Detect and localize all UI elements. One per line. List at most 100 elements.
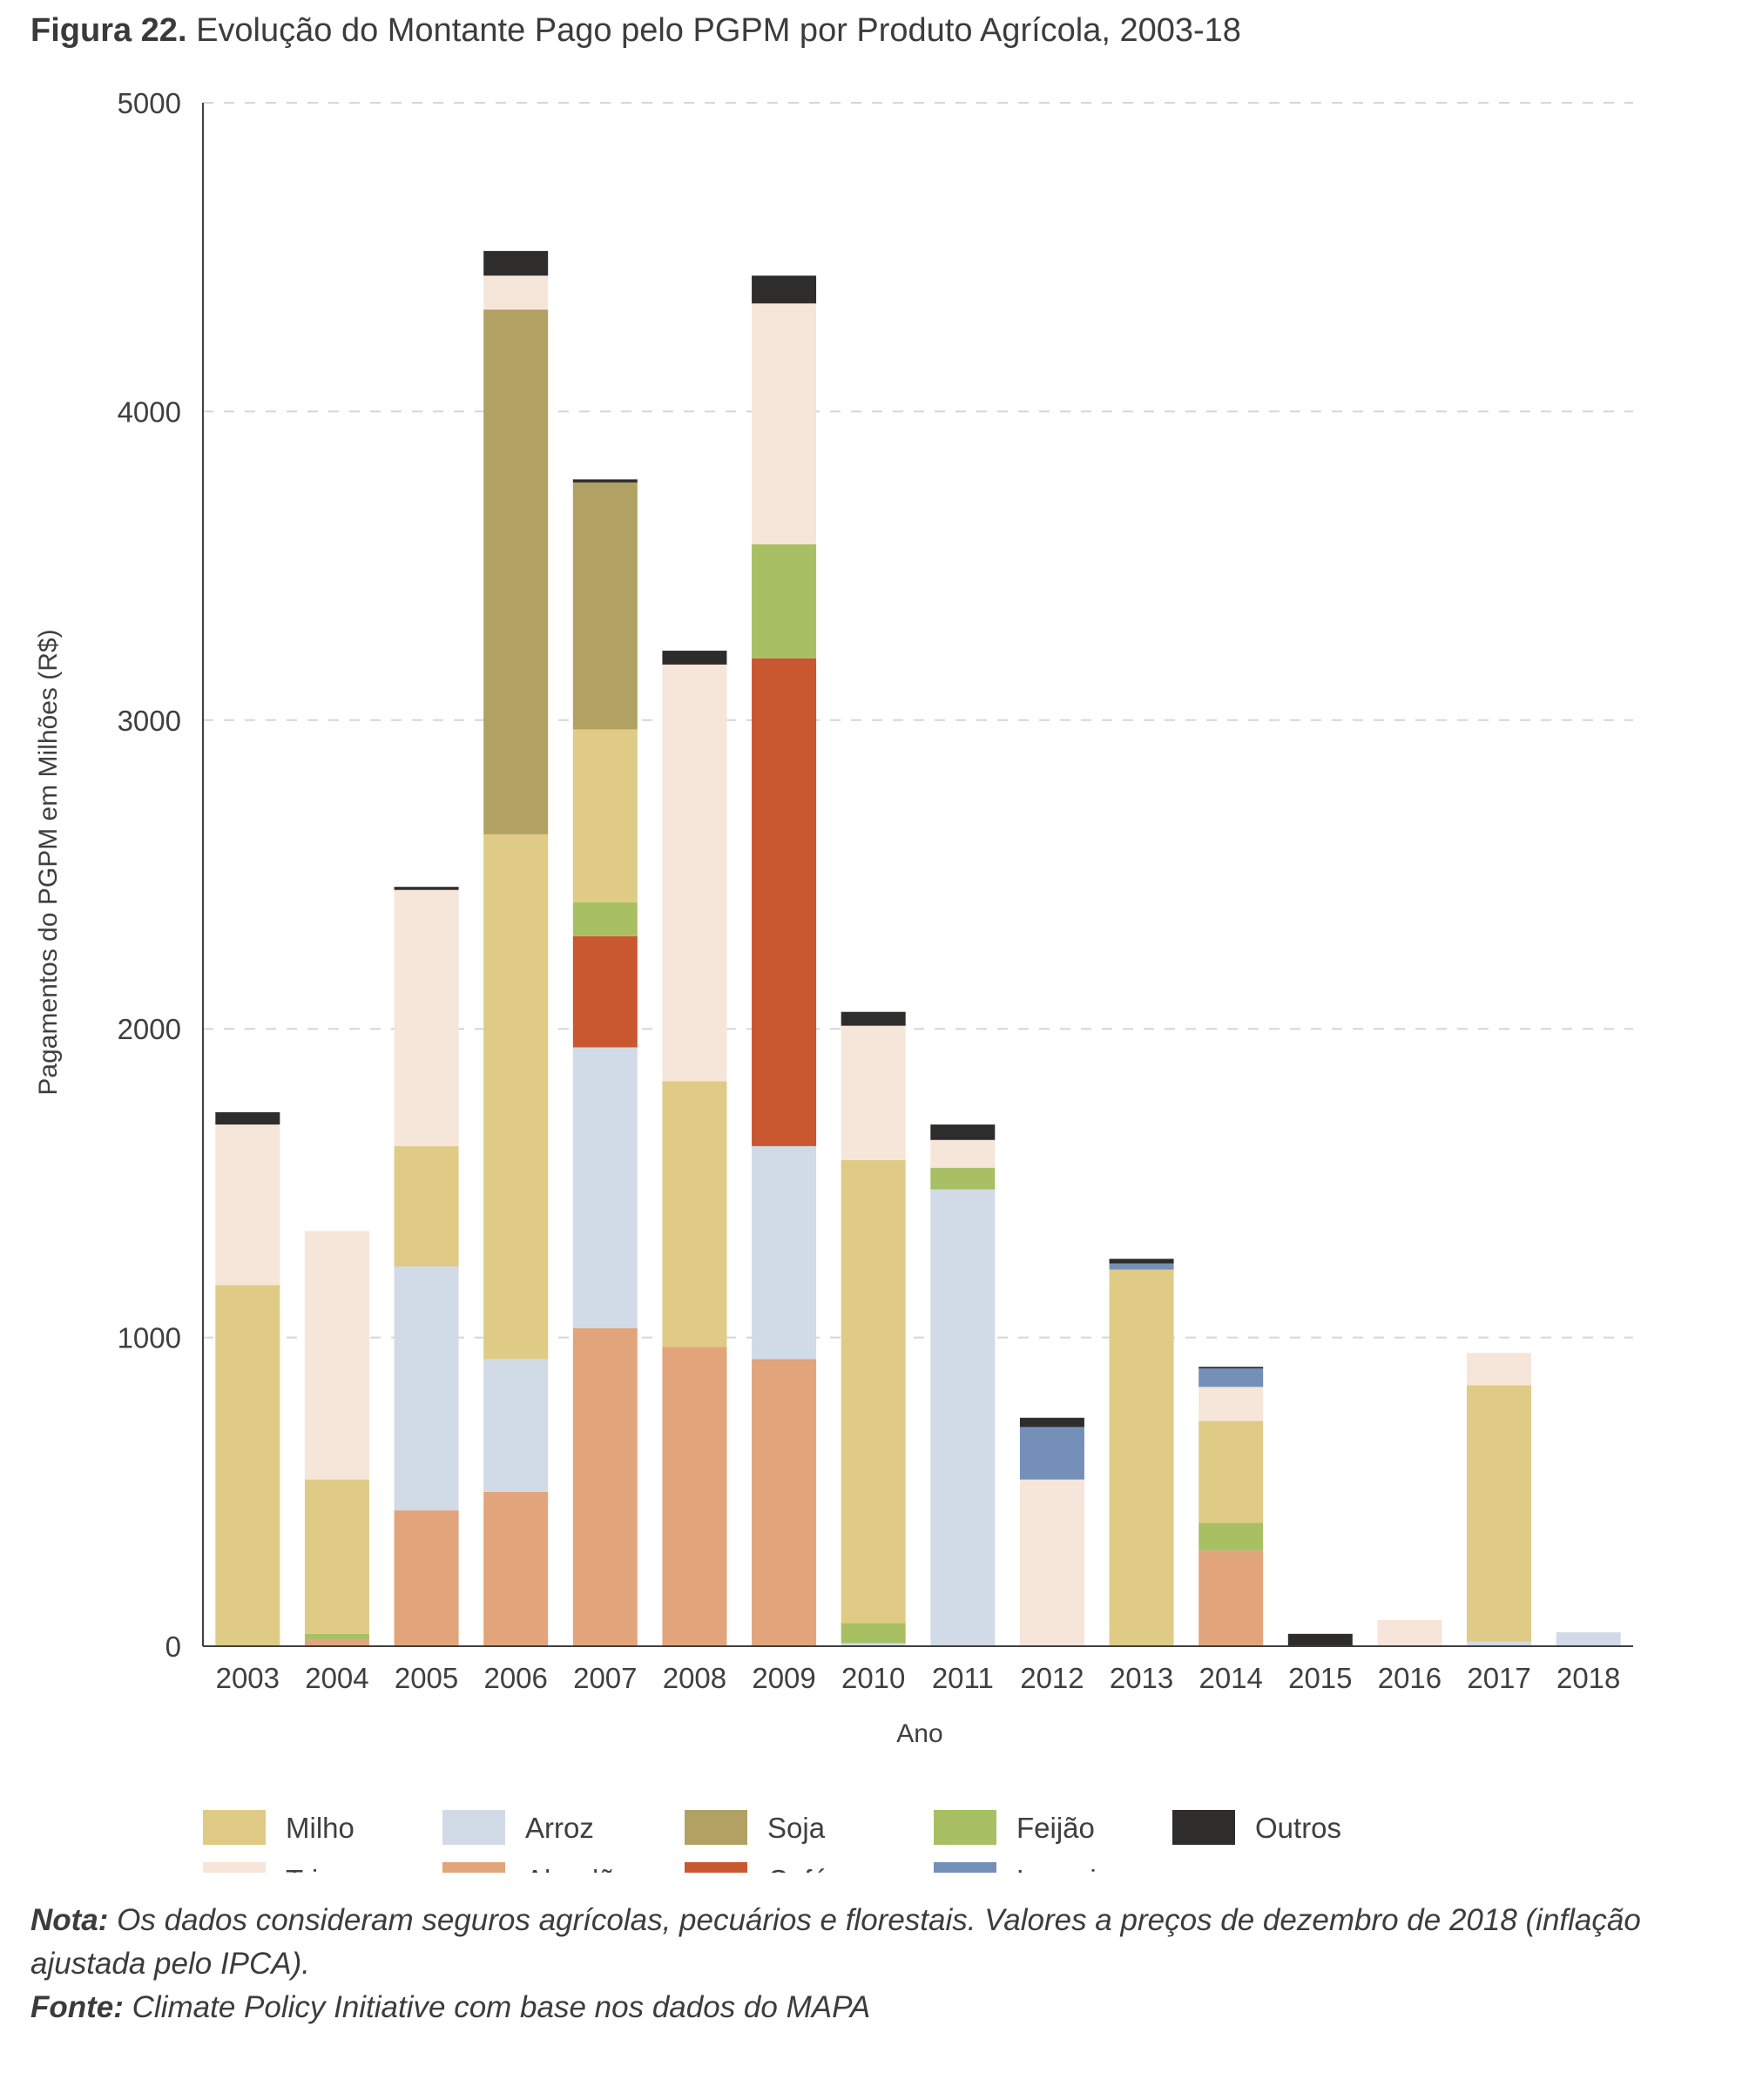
bar-2009-cafe [752, 658, 817, 1146]
x-tick-label-2007: 2007 [573, 1662, 637, 1694]
bar-2003-milho [215, 1285, 280, 1646]
x-tick-label-2015: 2015 [1288, 1662, 1352, 1694]
bar-2011-outros [930, 1124, 996, 1140]
x-tick-label-2014: 2014 [1198, 1662, 1262, 1694]
y-tick-label-4000: 4000 [118, 395, 181, 428]
source-label: Fonte: [30, 1990, 124, 2024]
bar-2014-outros [1198, 1367, 1264, 1369]
x-tick-label-2017: 2017 [1467, 1662, 1530, 1694]
source-text: Climate Policy Initiative com base nos d… [123, 1990, 871, 2024]
bar-2011-trigo [930, 1139, 996, 1168]
bars [215, 251, 1621, 1646]
bar-2018-arroz [1556, 1632, 1621, 1646]
legend-label-arroz: Arroz [525, 1812, 594, 1844]
legend-swatch-milho [203, 1810, 266, 1845]
bar-2003-trigo [215, 1124, 280, 1286]
bar-2010-milho [841, 1159, 906, 1624]
y-tick-label-1000: 1000 [118, 1322, 181, 1354]
legend-swatch-cafe [685, 1862, 747, 1873]
bar-2012-trigo [1019, 1479, 1084, 1646]
figure-label: Figura 22. [30, 12, 187, 49]
legend-swatch-soja [685, 1810, 747, 1845]
legend-label-laranja: Laranja [1016, 1864, 1113, 1873]
bar-2004-milho [304, 1479, 369, 1634]
legend-label-feijao: Feijão [1016, 1812, 1095, 1844]
x-tick-label-2004: 2004 [305, 1662, 368, 1694]
figure-title-text: Evolução do Montante Pago pelo PGPM por … [196, 12, 1241, 49]
bar-2014-trigo [1198, 1387, 1264, 1421]
bar-2014-feijao [1198, 1523, 1264, 1551]
x-tick-label-2011: 2011 [932, 1662, 994, 1694]
bar-2005-arroz [394, 1266, 459, 1511]
bar-2008-milho [662, 1081, 727, 1347]
bar-2014-algodao [1198, 1550, 1264, 1646]
legend-swatch-arroz [442, 1810, 505, 1845]
bar-2010-arroz [841, 1643, 906, 1646]
bar-2014-milho [1198, 1421, 1264, 1523]
x-tick-label-2005: 2005 [395, 1662, 458, 1694]
bar-2007-soja [572, 482, 638, 730]
axes [202, 103, 1633, 1647]
bar-2004-algodao [304, 1639, 369, 1646]
bar-2011-feijao [930, 1167, 996, 1190]
bar-2008-algodao [662, 1347, 727, 1646]
bar-2008-trigo [662, 665, 727, 1082]
x-tick-label-2006: 2006 [483, 1662, 547, 1694]
x-tick-label-2016: 2016 [1378, 1662, 1442, 1694]
bar-2004-feijao [304, 1633, 369, 1640]
bar-2017-milho [1467, 1385, 1532, 1642]
legend-swatch-outros [1172, 1810, 1235, 1845]
bar-2007-arroz [572, 1047, 638, 1328]
x-tick-label-2009: 2009 [752, 1662, 815, 1694]
bar-2006-milho [483, 834, 549, 1360]
y-axis-title: Pagamentos do PGPM em Milhões (R$) [34, 629, 63, 1095]
bar-2005-outros [394, 887, 459, 890]
y-tick-labels: 0 1000 2000 3000 4000 5000 [118, 87, 181, 1663]
x-tick-label-2012: 2012 [1020, 1662, 1084, 1694]
bar-2015-outros [1287, 1633, 1353, 1646]
bar-2005-algodao [394, 1510, 459, 1646]
bar-2010-outros [841, 1011, 906, 1026]
y-tick-label-3000: 3000 [118, 705, 181, 737]
x-tick-label-2010: 2010 [841, 1662, 905, 1694]
legend-swatch-feijao [934, 1810, 996, 1845]
legend-label-algodao: Algodão [525, 1864, 631, 1873]
legend: Milho Arroz Soja Feijão Outros Trigo Algodão Ca… [203, 1810, 1341, 1873]
bar-2009-algodao [752, 1359, 817, 1646]
bar-2007-milho [572, 729, 638, 902]
source: Fonte: Climate Policy Initiative com bas… [30, 1986, 1720, 2029]
bar-2003-outros [215, 1111, 280, 1125]
legend-label-cafe: Café [767, 1864, 828, 1873]
bar-2007-outros [572, 479, 638, 483]
note-text: Os dados consideram seguros agrícolas, p… [30, 1903, 1641, 1981]
bar-2006-arroz [483, 1359, 549, 1492]
bar-2017-arroz [1467, 1641, 1532, 1646]
bar-2016-trigo [1377, 1619, 1442, 1646]
figure-title: Figura 22. Evolução do Montante Pago pel… [30, 12, 1241, 50]
bar-2009-trigo [752, 303, 817, 544]
bar-2009-outros [752, 275, 817, 304]
bar-2014-laranja [1198, 1368, 1264, 1388]
note-label: Nota: [30, 1903, 109, 1937]
bar-2013-laranja [1109, 1263, 1174, 1270]
bar-2012-outros [1019, 1417, 1084, 1428]
x-tick-labels: 2003 2004 2005 2006 2007 2008 2009 2010 2011 2012… [216, 1662, 1621, 1694]
bar-2017-trigo [1467, 1353, 1532, 1386]
x-tick-label-2008: 2008 [663, 1662, 726, 1694]
bar-2005-milho [394, 1145, 459, 1267]
bar-2010-feijao [841, 1623, 906, 1644]
legend-label-milho: Milho [286, 1812, 354, 1844]
bar-2005-trigo [394, 889, 459, 1146]
bar-2006-trigo [483, 275, 549, 310]
legend-swatch-laranja [934, 1862, 996, 1873]
bar-2012-laranja [1019, 1427, 1084, 1480]
legend-swatch-algodao [442, 1862, 505, 1873]
legend-label-outros: Outros [1255, 1812, 1341, 1844]
y-tick-label-2000: 2000 [118, 1013, 181, 1045]
bar-2004-trigo [304, 1231, 369, 1480]
bar-2009-feijao [752, 544, 817, 658]
bar-2009-arroz [752, 1145, 817, 1360]
bar-2013-milho [1109, 1269, 1174, 1646]
footnotes: Nota: Os dados consideram seguros agríco… [30, 1899, 1720, 2029]
